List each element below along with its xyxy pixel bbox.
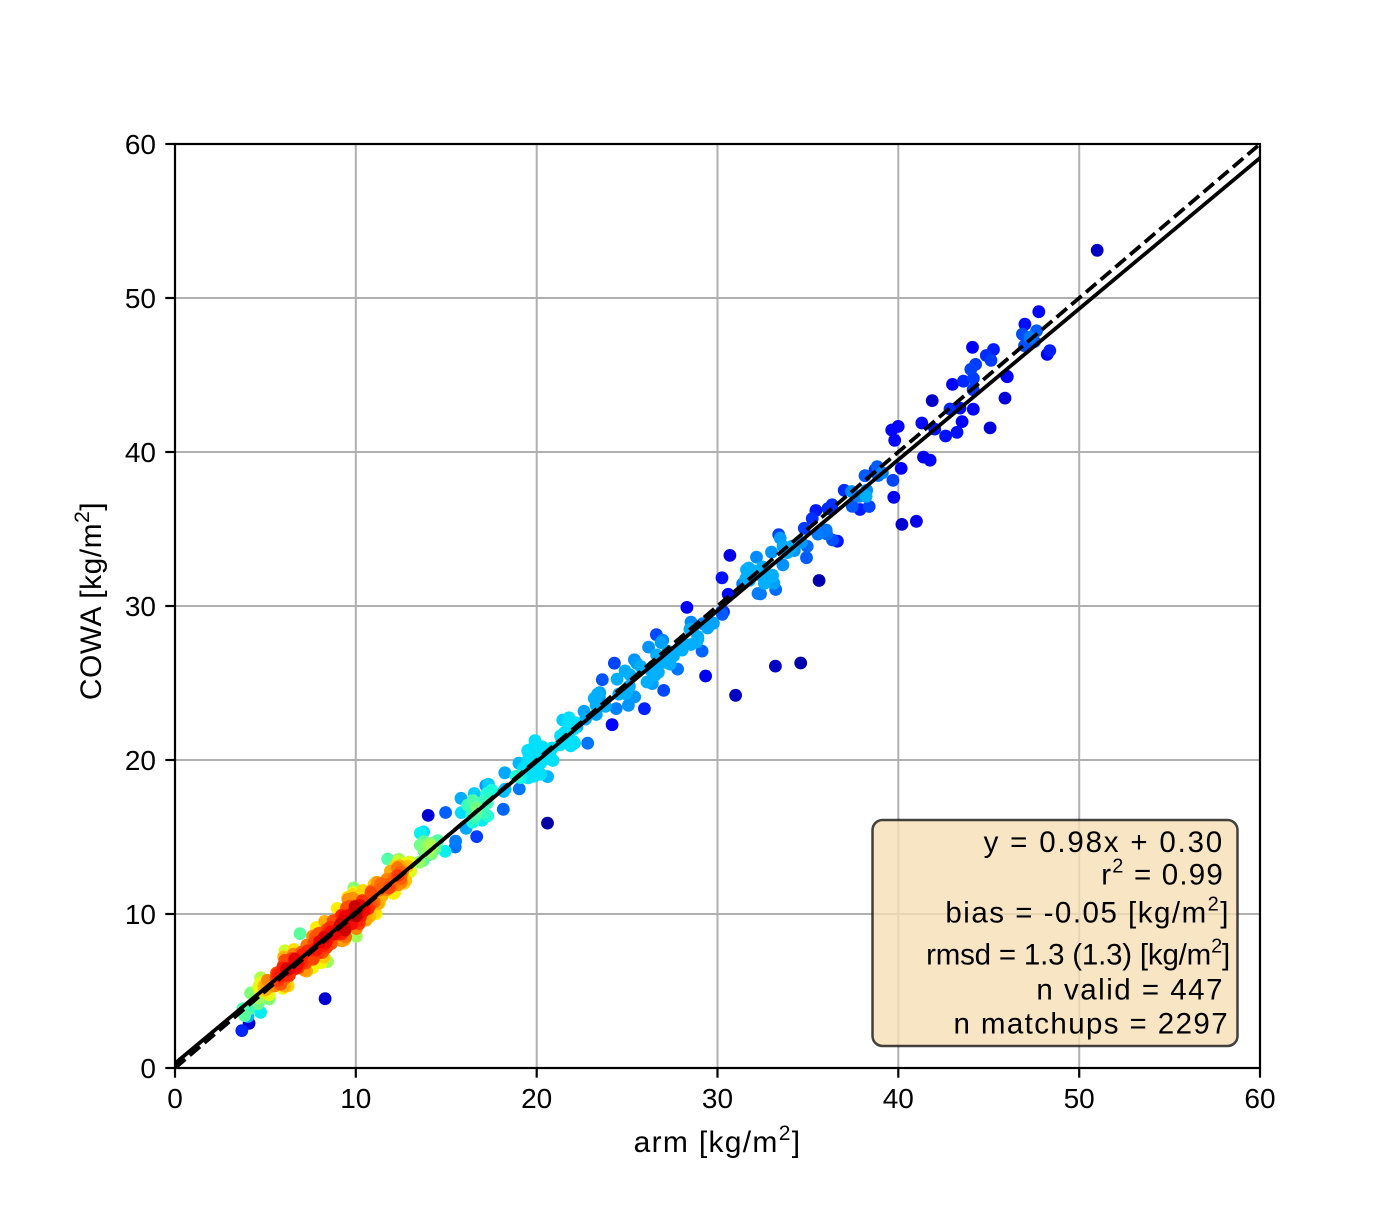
svg-text:r2 = 0.99: r2 = 0.99 xyxy=(1101,856,1224,892)
svg-text:0: 0 xyxy=(140,1053,156,1084)
svg-text:n valid = 447: n valid = 447 xyxy=(1036,974,1224,1007)
svg-text:30: 30 xyxy=(702,1083,733,1114)
svg-text:50: 50 xyxy=(1064,1083,1095,1114)
svg-text:0: 0 xyxy=(167,1083,183,1114)
svg-text:rmsd = 1.3 (1.3) [kg/m2]: rmsd = 1.3 (1.3) [kg/m2] xyxy=(926,936,1230,972)
svg-text:COWA [kg/m2]: COWA [kg/m2] xyxy=(71,502,108,700)
svg-text:60: 60 xyxy=(125,129,156,160)
svg-text:20: 20 xyxy=(125,745,156,776)
svg-text:10: 10 xyxy=(340,1083,371,1114)
svg-text:arm [kg/m2]: arm [kg/m2] xyxy=(634,1122,802,1159)
svg-text:n matchups = 2297: n matchups = 2297 xyxy=(953,1008,1229,1041)
svg-text:40: 40 xyxy=(883,1083,914,1114)
svg-text:20: 20 xyxy=(521,1083,552,1114)
svg-text:30: 30 xyxy=(125,591,156,622)
svg-text:50: 50 xyxy=(125,283,156,314)
svg-text:bias = -0.05 [kg/m2]: bias = -0.05 [kg/m2] xyxy=(945,894,1230,930)
svg-text:y = 0.98x + 0.30: y = 0.98x + 0.30 xyxy=(984,826,1224,859)
svg-text:60: 60 xyxy=(1244,1083,1275,1114)
svg-text:40: 40 xyxy=(125,437,156,468)
svg-text:10: 10 xyxy=(125,899,156,930)
